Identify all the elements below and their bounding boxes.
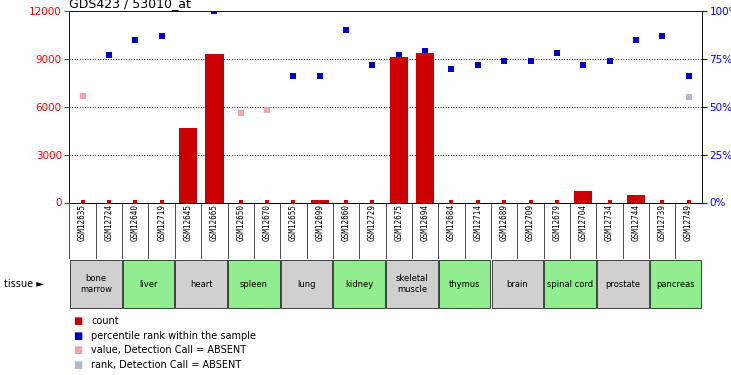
Text: GSM12655: GSM12655	[289, 204, 298, 241]
Text: value, Detection Call = ABSENT: value, Detection Call = ABSENT	[91, 345, 246, 355]
Text: GSM12709: GSM12709	[526, 204, 535, 241]
Text: GSM12749: GSM12749	[684, 204, 693, 241]
Text: GSM12744: GSM12744	[632, 204, 640, 241]
Text: GSM12719: GSM12719	[157, 204, 166, 241]
FancyBboxPatch shape	[491, 260, 543, 308]
Text: ■: ■	[73, 316, 83, 326]
Text: GSM12679: GSM12679	[553, 204, 561, 241]
FancyBboxPatch shape	[228, 260, 280, 308]
Text: rank, Detection Call = ABSENT: rank, Detection Call = ABSENT	[91, 360, 242, 370]
Text: GSM12665: GSM12665	[210, 204, 219, 241]
Text: GSM12660: GSM12660	[341, 204, 351, 241]
Text: GSM12684: GSM12684	[447, 204, 456, 241]
Text: GSM12645: GSM12645	[183, 204, 192, 241]
Text: GSM12675: GSM12675	[394, 204, 404, 241]
Text: ■: ■	[73, 360, 83, 370]
Bar	[626, 195, 645, 202]
Text: GSM12640: GSM12640	[131, 204, 140, 241]
Text: prostate: prostate	[605, 280, 640, 289]
Text: tissue ►: tissue ►	[4, 279, 43, 289]
Text: GSM12739: GSM12739	[658, 204, 667, 241]
FancyBboxPatch shape	[281, 260, 333, 308]
Text: GSM12724: GSM12724	[105, 204, 113, 241]
Text: GSM12699: GSM12699	[315, 204, 325, 241]
Text: GSM12734: GSM12734	[605, 204, 614, 241]
Text: GSM12694: GSM12694	[420, 204, 430, 241]
Bar	[205, 54, 224, 202]
Text: spleen: spleen	[240, 280, 268, 289]
FancyBboxPatch shape	[386, 260, 438, 308]
Text: kidney: kidney	[345, 280, 374, 289]
Text: GSM12635: GSM12635	[78, 204, 87, 241]
Text: liver: liver	[139, 280, 158, 289]
FancyBboxPatch shape	[650, 260, 701, 308]
Bar	[416, 53, 434, 202]
Text: bone
marrow: bone marrow	[80, 274, 112, 294]
FancyBboxPatch shape	[544, 260, 596, 308]
Bar	[574, 191, 592, 202]
Text: percentile rank within the sample: percentile rank within the sample	[91, 331, 257, 340]
FancyBboxPatch shape	[597, 260, 648, 308]
Text: heart: heart	[190, 280, 213, 289]
Bar	[179, 128, 197, 202]
FancyBboxPatch shape	[333, 260, 385, 308]
Text: skeletal
muscle: skeletal muscle	[395, 274, 428, 294]
Text: GSM12729: GSM12729	[368, 204, 377, 241]
FancyBboxPatch shape	[175, 260, 227, 308]
Text: GSM12714: GSM12714	[473, 204, 482, 241]
Text: brain: brain	[507, 280, 529, 289]
Text: thymus: thymus	[449, 280, 480, 289]
Text: lung: lung	[298, 280, 316, 289]
Bar	[311, 200, 329, 202]
Text: GSM12704: GSM12704	[579, 204, 588, 241]
Text: spinal cord: spinal cord	[547, 280, 593, 289]
Text: GSM12670: GSM12670	[262, 204, 271, 241]
FancyBboxPatch shape	[123, 260, 174, 308]
Text: count: count	[91, 316, 119, 326]
Text: pancreas: pancreas	[656, 280, 694, 289]
Text: GDS423 / 53010_at: GDS423 / 53010_at	[69, 0, 192, 10]
Text: ■: ■	[73, 345, 83, 355]
FancyBboxPatch shape	[70, 260, 121, 308]
Bar	[390, 57, 408, 202]
Text: GSM12689: GSM12689	[500, 204, 509, 241]
Text: ■: ■	[73, 331, 83, 340]
Text: GSM12650: GSM12650	[236, 204, 245, 241]
FancyBboxPatch shape	[439, 260, 491, 308]
